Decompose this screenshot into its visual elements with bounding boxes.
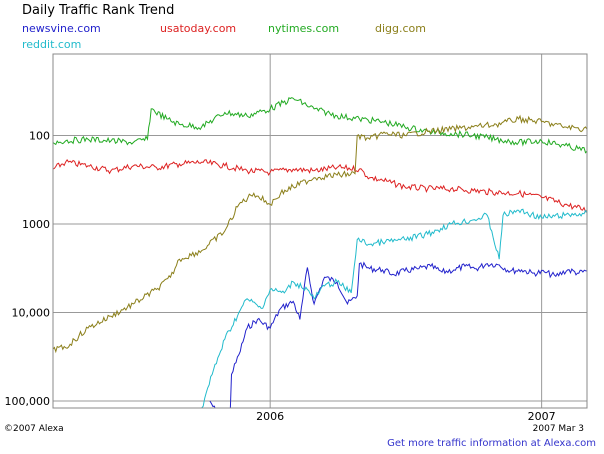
alexa-more-info-link[interactable]: Get more traffic information at Alexa.co…: [387, 438, 596, 449]
series-line-usatoday: [53, 159, 587, 213]
x-tick-label: 2006: [256, 410, 284, 423]
chart-title: Daily Traffic Rank Trend: [22, 3, 175, 18]
last-date-label: 2007 Mar 3: [532, 424, 584, 434]
series-line-newsvine: [209, 261, 587, 408]
copyright-text: ©2007 Alexa: [4, 424, 64, 434]
y-tick-label: 100,000: [5, 395, 51, 408]
y-tick-label: 1000: [22, 218, 50, 231]
x-tick-label: 2007: [528, 410, 556, 423]
series-line-nytimes: [53, 97, 587, 154]
y-tick-label: 100: [29, 129, 50, 142]
y-tick-label: 10,000: [12, 306, 51, 319]
legend-item-newsvine: newsvine.com: [22, 22, 101, 35]
series-line-reddit: [201, 208, 587, 408]
series-line-digg: [53, 114, 587, 354]
legend-item-reddit: reddit.com: [22, 38, 82, 51]
plot-frame: [52, 53, 588, 409]
legend-item-usatoday: usatoday.com: [160, 22, 237, 35]
legend-item-digg: digg.com: [375, 22, 426, 35]
legend-item-nytimes: nytimes.com: [268, 22, 340, 35]
